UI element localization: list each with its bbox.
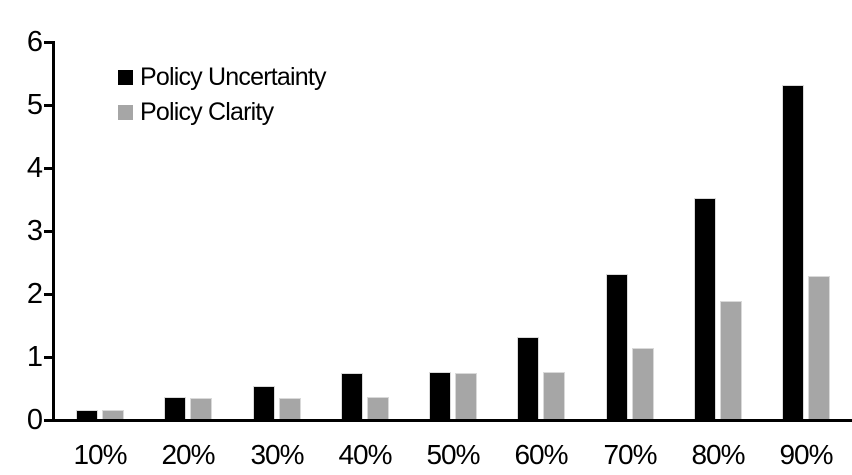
y-axis-tick	[44, 356, 53, 359]
y-axis-tick	[44, 104, 53, 107]
x-axis-label: 50%	[426, 439, 480, 470]
bar-policy-clarity-70%	[632, 348, 654, 419]
bar-policy-uncertainty-30%	[253, 386, 275, 419]
legend-swatch-policy-uncertainty	[118, 69, 133, 85]
x-axis-label: 90%	[779, 439, 833, 470]
y-axis-label: 1	[26, 341, 43, 373]
bar-policy-uncertainty-60%	[517, 337, 539, 419]
bar-policy-uncertainty-80%	[694, 198, 716, 419]
x-axis-line	[44, 419, 852, 422]
bar-policy-uncertainty-40%	[341, 373, 363, 419]
bar-policy-clarity-10%	[102, 410, 124, 419]
y-axis-tick	[44, 41, 53, 44]
bar-policy-clarity-50%	[455, 373, 477, 419]
bar-policy-clarity-20%	[190, 398, 212, 419]
bar-policy-uncertainty-70%	[606, 274, 628, 419]
y-axis-label: 0	[26, 404, 43, 436]
bar-policy-clarity-40%	[367, 397, 389, 419]
x-axis-label: 10%	[73, 439, 127, 470]
legend-swatch-policy-clarity	[118, 104, 133, 120]
bar-policy-uncertainty-90%	[782, 85, 804, 419]
bar-policy-uncertainty-20%	[164, 397, 186, 419]
y-axis-tick	[44, 419, 53, 422]
bar-policy-uncertainty-50%	[429, 372, 451, 419]
bar-policy-clarity-80%	[720, 301, 742, 419]
y-axis-label: 6	[26, 26, 43, 58]
y-axis-tick	[44, 167, 53, 170]
bar-policy-uncertainty-10%	[76, 410, 98, 419]
y-axis-label: 3	[26, 215, 43, 247]
legend-item-policy-uncertainty: Policy Uncertainty	[118, 62, 326, 91]
x-axis-label: 20%	[161, 439, 215, 470]
y-axis-tick	[44, 230, 53, 233]
bar-policy-clarity-60%	[543, 372, 565, 419]
x-axis-label: 40%	[338, 439, 392, 470]
x-axis-label: 60%	[514, 439, 568, 470]
x-axis-label: 70%	[603, 439, 657, 470]
y-axis-tick	[44, 293, 53, 296]
y-axis-label: 2	[26, 278, 43, 310]
legend-label-policy-uncertainty: Policy Uncertainty	[140, 62, 326, 91]
legend-label-policy-clarity: Policy Clarity	[140, 97, 274, 126]
y-axis-line	[52, 41, 55, 422]
chart-legend: Policy Uncertainty Policy Clarity	[118, 62, 326, 134]
x-axis-label: 80%	[691, 439, 745, 470]
y-axis-label: 4	[26, 152, 43, 184]
y-axis-label: 5	[26, 89, 43, 121]
x-axis-label: 30%	[250, 439, 304, 470]
bar-policy-clarity-90%	[808, 276, 830, 419]
legend-item-policy-clarity: Policy Clarity	[118, 97, 326, 126]
bar-policy-clarity-30%	[279, 398, 301, 419]
